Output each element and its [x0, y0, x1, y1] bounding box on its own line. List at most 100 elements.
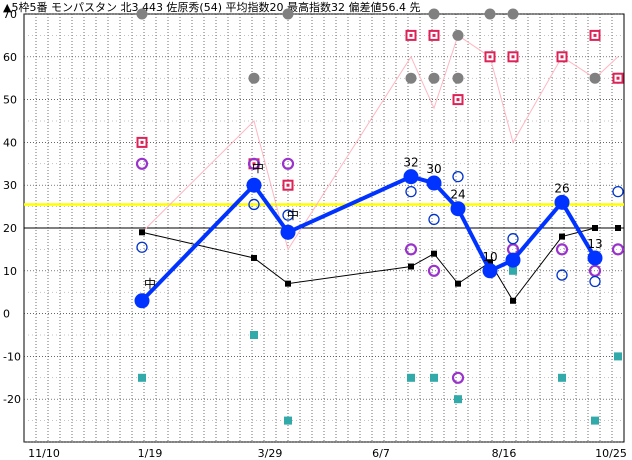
black-square-point: [615, 225, 621, 231]
purple-circle-point: [135, 157, 149, 170]
index-data-label: 26: [554, 181, 569, 195]
teal-square-point: [430, 373, 438, 382]
red-square-center: [432, 33, 436, 37]
black-square-point: [559, 233, 565, 240]
teal-square-point: [284, 416, 292, 425]
red-square-center: [252, 162, 256, 166]
blue-open-circle-point: [248, 198, 260, 211]
red-square-center: [140, 140, 144, 144]
black-square-point: [592, 225, 598, 231]
blue-open-circle-point: [452, 170, 464, 183]
teal-square-point: [558, 373, 566, 382]
index-point: [505, 252, 521, 268]
black-square-point: [510, 297, 516, 304]
black-square-point: [251, 254, 257, 261]
red-square-center: [456, 98, 460, 102]
y-tick-label: -10: [3, 350, 21, 363]
gray-dot-point: [428, 72, 440, 84]
blue-open-circle-point: [507, 233, 519, 245]
blue-open-circle-point: [282, 209, 294, 221]
purple-circle-point: [404, 243, 418, 256]
black-square-point: [285, 280, 291, 287]
gray-dot-point: [248, 72, 260, 84]
index-point: [280, 224, 296, 240]
index-point: [482, 263, 498, 279]
black-square-point: [455, 280, 461, 287]
gray-dot-point: [589, 72, 601, 84]
index-data-label: 30: [426, 162, 441, 176]
index-data-label: 13: [587, 237, 602, 251]
index-point: [554, 194, 570, 210]
race-annotation: 中: [144, 276, 156, 291]
teal-square-point: [591, 416, 599, 425]
black-square-point: [431, 250, 437, 257]
gray-dot-point: [452, 29, 464, 41]
gray-dot-point: [452, 72, 464, 84]
teal-square-point: [614, 352, 622, 361]
y-tick-label: 50: [3, 94, 17, 107]
blue-open-circle-point: [612, 185, 624, 198]
y-tick-label: 20: [3, 222, 17, 235]
red-square-center: [593, 33, 597, 37]
gray-dot-point: [282, 8, 294, 20]
black-square-point: [487, 259, 493, 266]
black-square-point: [139, 229, 145, 236]
purple-circle-point: [611, 243, 625, 256]
purple-circle-point: [427, 264, 441, 277]
black-square-point: [408, 263, 414, 270]
blue-open-circle-point: [405, 185, 417, 198]
x-tick-label: 1/19: [138, 447, 163, 460]
index-point: [403, 169, 419, 185]
index-point: [587, 250, 603, 266]
y-tick-label: 30: [3, 179, 17, 192]
red-square-center: [488, 55, 492, 59]
gray-dot-point: [428, 8, 440, 20]
y-tick-label: 0: [3, 308, 10, 321]
x-tick-label: 3/29: [258, 447, 283, 460]
purple-circle-point: [588, 264, 602, 277]
x-tick-label: 6/7: [372, 447, 390, 460]
index-point: [246, 177, 262, 193]
y-tick-label: 40: [3, 136, 17, 149]
red-square-center: [616, 76, 620, 80]
gray-dot-point: [484, 8, 496, 20]
gray-dot-point: [405, 72, 417, 84]
x-tick-label: 11/10: [28, 447, 60, 460]
index-data-label: 24: [450, 188, 465, 202]
index-data-label: 32: [403, 156, 418, 170]
teal-square-point: [407, 373, 415, 382]
purple-circle-point: [247, 157, 261, 170]
purple-circle-point: [555, 243, 569, 256]
purple-circle-point: [451, 371, 465, 384]
gray-dot-point: [136, 8, 148, 20]
y-tick-label: 70: [3, 8, 17, 21]
blue-open-circle-point: [556, 269, 568, 281]
y-tick-label: -20: [3, 393, 21, 406]
blue-open-circle-point: [136, 241, 148, 253]
race-annotation: 中: [252, 160, 264, 175]
blue-open-circle-point: [589, 275, 601, 288]
teal-square-point: [454, 395, 462, 404]
blue-open-circle-point: [428, 213, 440, 226]
index-point: [134, 293, 150, 309]
index-point: [450, 201, 466, 217]
red-square-center: [560, 55, 564, 59]
teal-square-point: [250, 331, 258, 339]
gray-dot-point: [507, 8, 519, 20]
purple-circle-point: [281, 157, 295, 170]
red-square-center: [286, 183, 290, 187]
chart-title: ▲5枠5番 モンパスタン 北3 443 佐原秀(54) 平均指数20 最高指数3…: [3, 0, 421, 14]
x-tick-label: 10/25: [595, 447, 627, 460]
y-tick-label: 10: [3, 265, 17, 278]
teal-square-point: [509, 266, 517, 275]
y-tick-label: 60: [3, 51, 17, 64]
index-data-label: 10: [482, 250, 497, 264]
axes: 70 60 50 40 30 20 10 0 -10 -20 11/10 1/19 3/29 6/7 8/1…: [3, 8, 627, 460]
index-line: [140, 174, 597, 303]
teal-square-point: [138, 373, 146, 382]
race-annotation: 中: [287, 207, 299, 222]
index-point: [426, 175, 442, 191]
red-square-center: [409, 33, 413, 37]
